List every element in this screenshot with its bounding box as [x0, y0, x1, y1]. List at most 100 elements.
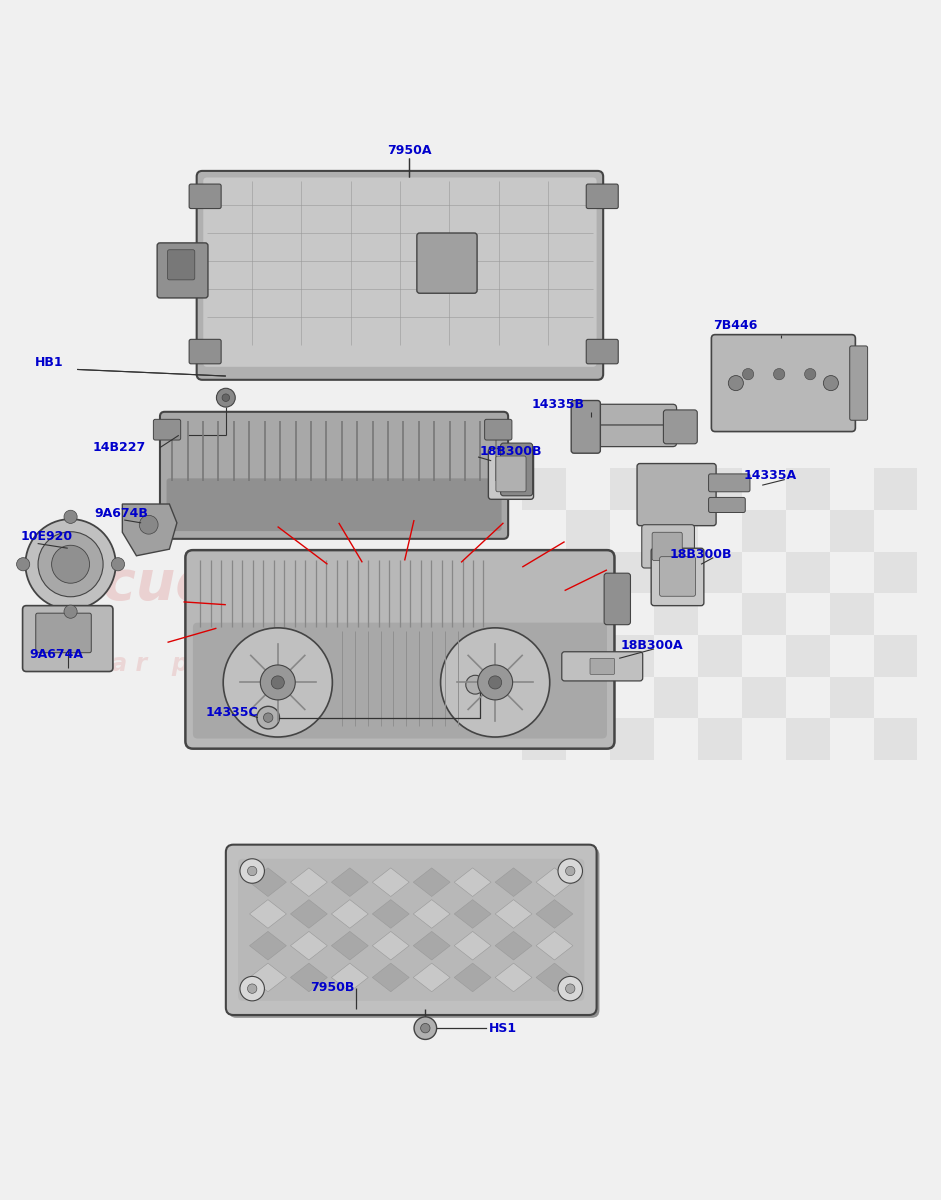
- Text: HS1: HS1: [489, 1021, 518, 1034]
- Bar: [873, 552, 917, 593]
- Circle shape: [478, 665, 513, 700]
- Polygon shape: [536, 931, 573, 960]
- FancyBboxPatch shape: [488, 449, 534, 499]
- Polygon shape: [373, 900, 409, 929]
- Polygon shape: [455, 900, 491, 929]
- Polygon shape: [373, 868, 409, 896]
- FancyBboxPatch shape: [167, 250, 195, 280]
- Bar: [698, 719, 742, 760]
- FancyBboxPatch shape: [589, 425, 677, 446]
- Circle shape: [139, 515, 158, 534]
- Circle shape: [111, 558, 124, 571]
- FancyBboxPatch shape: [496, 456, 526, 492]
- FancyBboxPatch shape: [485, 419, 512, 440]
- Circle shape: [247, 866, 257, 876]
- Bar: [654, 677, 698, 719]
- Text: 14335C: 14335C: [205, 707, 258, 720]
- Circle shape: [240, 859, 264, 883]
- FancyBboxPatch shape: [586, 184, 618, 209]
- Circle shape: [421, 1024, 430, 1033]
- Polygon shape: [536, 900, 573, 929]
- FancyBboxPatch shape: [562, 652, 643, 680]
- Bar: [522, 552, 566, 593]
- FancyBboxPatch shape: [637, 463, 716, 526]
- FancyBboxPatch shape: [586, 340, 618, 364]
- Bar: [786, 635, 830, 677]
- FancyBboxPatch shape: [193, 623, 607, 738]
- Circle shape: [466, 676, 485, 694]
- Circle shape: [52, 545, 89, 583]
- Circle shape: [558, 977, 582, 1001]
- Text: 14335B: 14335B: [532, 397, 584, 410]
- Circle shape: [64, 510, 77, 523]
- FancyBboxPatch shape: [589, 404, 677, 426]
- FancyBboxPatch shape: [590, 659, 614, 674]
- Circle shape: [566, 866, 575, 876]
- Bar: [610, 552, 654, 593]
- Bar: [610, 635, 654, 677]
- Text: 18B300B: 18B300B: [480, 445, 542, 458]
- FancyBboxPatch shape: [197, 170, 603, 380]
- FancyBboxPatch shape: [203, 178, 597, 367]
- FancyBboxPatch shape: [160, 412, 508, 539]
- Circle shape: [222, 394, 230, 402]
- Circle shape: [566, 984, 575, 994]
- Polygon shape: [495, 931, 532, 960]
- Circle shape: [742, 368, 754, 380]
- Bar: [742, 677, 786, 719]
- Text: HB1: HB1: [36, 356, 64, 370]
- Bar: [566, 593, 610, 635]
- Polygon shape: [536, 868, 573, 896]
- Circle shape: [823, 376, 838, 391]
- FancyBboxPatch shape: [850, 346, 868, 420]
- FancyBboxPatch shape: [604, 574, 630, 625]
- FancyBboxPatch shape: [663, 410, 697, 444]
- FancyBboxPatch shape: [229, 847, 599, 1018]
- Bar: [830, 510, 873, 552]
- Text: 18B300A: 18B300A: [621, 638, 684, 652]
- Bar: [873, 719, 917, 760]
- Polygon shape: [291, 964, 327, 991]
- Circle shape: [25, 520, 116, 610]
- FancyBboxPatch shape: [189, 184, 221, 209]
- Text: 14335A: 14335A: [743, 469, 796, 482]
- Circle shape: [488, 676, 502, 689]
- Bar: [786, 552, 830, 593]
- Circle shape: [247, 984, 257, 994]
- Text: c a r   p a r t s: c a r p a r t s: [89, 652, 275, 676]
- Polygon shape: [373, 964, 409, 991]
- Circle shape: [64, 605, 77, 618]
- Circle shape: [271, 676, 284, 689]
- FancyBboxPatch shape: [238, 859, 584, 1001]
- FancyBboxPatch shape: [36, 613, 91, 653]
- Text: scuderia: scuderia: [71, 558, 337, 612]
- FancyBboxPatch shape: [167, 479, 502, 532]
- Bar: [786, 468, 830, 510]
- Polygon shape: [331, 868, 368, 896]
- FancyBboxPatch shape: [226, 845, 597, 1015]
- Circle shape: [240, 977, 264, 1001]
- Polygon shape: [536, 964, 573, 991]
- Circle shape: [38, 532, 104, 596]
- Text: 10E920: 10E920: [21, 529, 72, 542]
- FancyBboxPatch shape: [642, 524, 694, 568]
- Text: 18B300B: 18B300B: [670, 548, 732, 562]
- Circle shape: [223, 628, 332, 737]
- Circle shape: [440, 628, 550, 737]
- Circle shape: [17, 558, 30, 571]
- Bar: [654, 510, 698, 552]
- Polygon shape: [455, 964, 491, 991]
- Bar: [610, 719, 654, 760]
- Polygon shape: [291, 868, 327, 896]
- Bar: [742, 593, 786, 635]
- Polygon shape: [495, 964, 532, 991]
- Polygon shape: [373, 931, 409, 960]
- FancyBboxPatch shape: [157, 242, 208, 298]
- FancyBboxPatch shape: [189, 340, 221, 364]
- FancyBboxPatch shape: [711, 335, 855, 432]
- Polygon shape: [413, 964, 450, 991]
- Polygon shape: [413, 931, 450, 960]
- Bar: [522, 468, 566, 510]
- Polygon shape: [331, 900, 368, 929]
- FancyBboxPatch shape: [660, 557, 695, 596]
